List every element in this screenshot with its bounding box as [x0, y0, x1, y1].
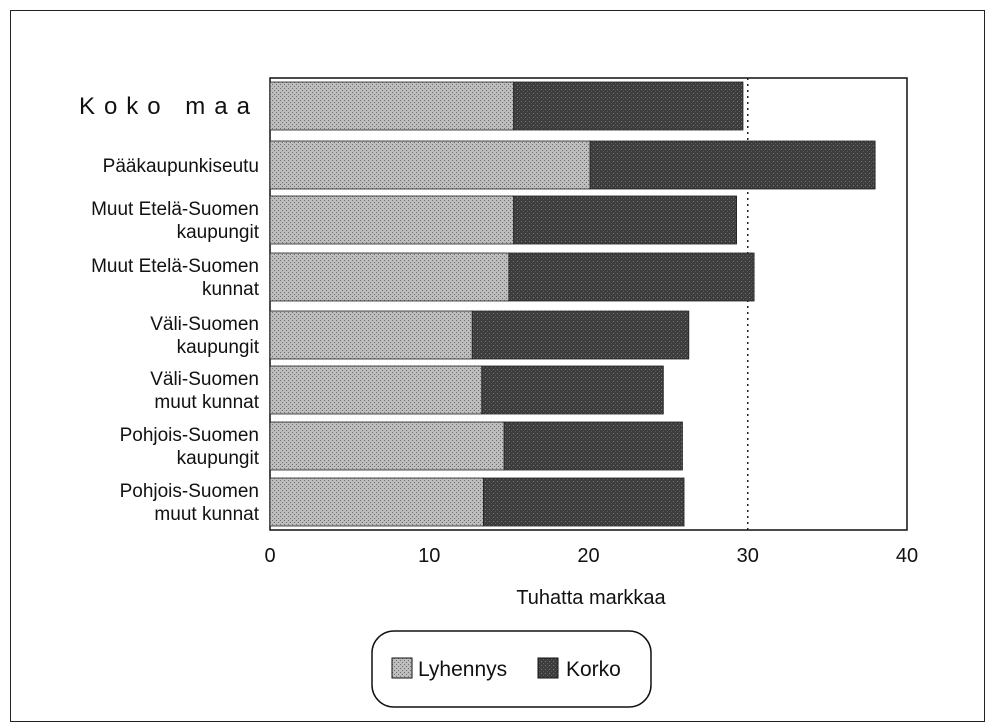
category-label-line: Muut Etelä-Suomen [91, 199, 259, 220]
bar-korko-7 [503, 421, 683, 471]
category-label-line: muut kunnat [154, 392, 259, 413]
legend-label-lyhennys: Lyhennys [418, 658, 507, 681]
category-label: Muut Etelä-Suomen kaupungit [91, 199, 260, 243]
category-label-line: Väli-Suomen [150, 314, 259, 335]
legend: Lyhennys Korko [371, 630, 652, 708]
category-label-line: kaupungit [177, 448, 260, 469]
legend-label-korko: Korko [566, 658, 621, 681]
x-tick-label: 10 [418, 545, 440, 567]
bar-korko-2 [589, 140, 876, 190]
plot-area: Koko maa Pääkaupunkiseutu Muut Etelä-Suome… [79, 77, 918, 609]
bar-korko-1 [513, 81, 744, 131]
legend-swatch-korko [537, 657, 559, 679]
category-label: Pohjois-Suomen kaupungit [120, 425, 260, 469]
category-label: Väli-Suomen muut kunnat [150, 369, 259, 413]
category-label-line: muut kunnat [154, 504, 259, 525]
bar-korko-4 [508, 252, 755, 302]
x-tick-label: 20 [577, 545, 599, 567]
category-label-line: Muut Etelä-Suomen [91, 256, 259, 277]
bar-lyhennys-7 [269, 421, 505, 471]
x-tick-label: 40 [896, 545, 918, 567]
category-label: Pääkaupunkiseutu [103, 156, 259, 177]
bar-lyhennys-8 [269, 477, 484, 527]
legend-swatch-lyhennys [391, 657, 413, 679]
category-label-line: Pohjois-Suomen [120, 481, 259, 502]
bar-korko-8 [482, 477, 685, 527]
bar-lyhennys-4 [269, 252, 510, 302]
x-tick-label: 0 [264, 545, 275, 567]
bar-lyhennys-3 [269, 195, 515, 245]
bar-korko-5 [471, 310, 690, 360]
category-label-line: kaupungit [177, 222, 260, 243]
category-label-line: kaupungit [177, 337, 260, 358]
bar-lyhennys-1 [269, 81, 515, 131]
bar-korko-3 [513, 195, 738, 245]
legend-box [371, 630, 652, 708]
bar-korko-6 [481, 365, 664, 415]
category-label: Koko maa [79, 93, 259, 120]
category-label-line: Väli-Suomen [150, 369, 259, 390]
bar-lyhennys-6 [269, 365, 483, 415]
category-label-line: kunnat [202, 279, 260, 300]
category-label-line: Pohjois-Suomen [120, 425, 259, 446]
bar-lyhennys-2 [269, 140, 591, 190]
plot-border [269, 77, 908, 531]
category-label: Muut Etelä-Suomen kunnat [91, 256, 260, 300]
category-label: Väli-Suomen kaupungit [150, 314, 259, 358]
category-label: Pohjois-Suomen muut kunnat [120, 481, 260, 525]
x-tick-label: 30 [737, 545, 759, 567]
x-axis-title: Tuhatta markkaa [516, 587, 666, 609]
bar-lyhennys-5 [269, 310, 473, 360]
